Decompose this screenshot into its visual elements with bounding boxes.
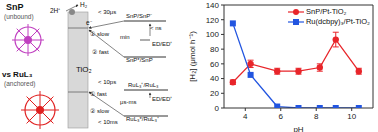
svg-text:6: 6 — [279, 112, 284, 121]
svg-text:RuL₃⁺/RuL₃: RuL₃⁺/RuL₃ — [128, 82, 159, 88]
svg-text:4: 4 — [243, 112, 248, 121]
svg-text:ED/ED⁺: ED/ED⁺ — [152, 41, 172, 47]
svg-text:[H₂] (μmol h⁻¹): [H₂] (μmol h⁻¹) — [188, 31, 197, 82]
svg-text:slow: slow — [97, 108, 110, 114]
svg-text:slow: slow — [97, 31, 110, 37]
svg-text:120: 120 — [206, 16, 220, 25]
svg-text:(anchored): (anchored) — [8, 80, 35, 88]
svg-text:TiO₂: TiO₂ — [76, 65, 92, 74]
html-text:SnP/Pt-TiO₂: SnP/Pt-TiO₂ — [306, 7, 347, 16]
svg-text:< ns: < ns — [150, 25, 162, 31]
svg-text:20: 20 — [210, 89, 219, 98]
svg-text:②: ② — [92, 49, 97, 55]
svg-text:SnP*/SnP: SnP*/SnP — [126, 57, 153, 63]
svg-text:RuL₃*/RuL₃⁺: RuL₃*/RuL₃⁺ — [126, 116, 159, 122]
svg-text:SnP: SnP — [8, 2, 24, 12]
svg-text:0: 0 — [215, 104, 220, 113]
svg-text:10: 10 — [347, 112, 356, 121]
svg-text:< 10ps: < 10ps — [98, 79, 116, 85]
svg-text:(unbound): (unbound) — [8, 13, 34, 21]
svg-text:100: 100 — [206, 30, 220, 39]
svg-text:①: ① — [90, 91, 95, 97]
svg-text:fast: fast — [99, 49, 109, 55]
svg-text:40: 40 — [210, 74, 219, 83]
svg-text:8: 8 — [314, 112, 319, 121]
html-text:Ru(dcbpy)₃/Pt-TiO₂: Ru(dcbpy)₃/Pt-TiO₂ — [306, 17, 370, 26]
svg-text:2H⁺: 2H⁺ — [50, 7, 60, 14]
svg-text:H₂: H₂ — [80, 1, 88, 8]
svg-text:ED/ED⁺: ED/ED⁺ — [152, 96, 172, 102]
svg-text:SnP/SnP⁻: SnP/SnP⁻ — [126, 13, 152, 19]
svg-text:80: 80 — [210, 45, 219, 54]
svg-text:min: min — [120, 34, 130, 40]
svg-text:①: ① — [90, 31, 95, 37]
svg-text:fast: fast — [97, 91, 107, 97]
svg-text:vs RuL₃: vs RuL₃ — [8, 70, 33, 79]
svg-text:140: 140 — [206, 1, 220, 10]
svg-text:μs-ms: μs-ms — [120, 99, 136, 105]
svg-text:②: ② — [90, 108, 95, 114]
svg-text:pH: pH — [293, 125, 303, 132]
svg-text:60: 60 — [210, 60, 219, 69]
svg-text:< 30μs: < 30μs — [98, 9, 116, 15]
svg-text:e⁻: e⁻ — [86, 19, 92, 26]
svg-text:< 10ms: < 10ms — [98, 119, 118, 125]
